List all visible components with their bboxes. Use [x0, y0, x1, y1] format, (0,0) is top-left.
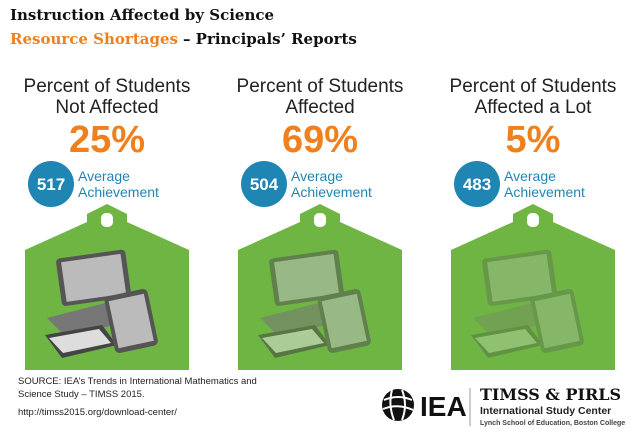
house-window — [314, 213, 326, 227]
score: 517 — [37, 175, 65, 194]
book-pages — [262, 329, 324, 353]
panel-label: Percent of Students — [450, 76, 617, 97]
house-window — [527, 213, 539, 227]
percent: 5% — [506, 119, 561, 161]
panel-label: Not Affected — [55, 97, 158, 118]
title: Instruction Affected by Science — [10, 6, 274, 24]
score: 483 — [463, 175, 491, 194]
house-window — [101, 213, 113, 227]
score-label: Achievement — [504, 184, 585, 200]
source: Science Study – TIMSS 2015. — [18, 389, 145, 400]
score: 504 — [250, 175, 279, 194]
score-label: Average — [504, 168, 556, 184]
laptop-screen — [482, 249, 558, 306]
score-badge — [454, 161, 500, 207]
score-label: Average — [291, 168, 343, 184]
score-label: Achievement — [78, 184, 159, 200]
panel-label: Percent of Students — [237, 76, 404, 97]
laptop-screen-inner — [61, 253, 127, 302]
book-pages — [475, 329, 537, 353]
school-house — [451, 204, 615, 370]
tablet — [530, 288, 584, 353]
laptop-keyboard — [473, 300, 563, 338]
score-label: Achievement — [291, 184, 372, 200]
panel-label: Affected a Lot — [475, 97, 593, 118]
title-rest: – Principals’ Reports — [183, 30, 357, 48]
book-pages — [49, 329, 111, 353]
iea-text: IEA — [420, 391, 467, 422]
score-badge — [241, 161, 287, 207]
score-badge — [28, 161, 74, 207]
center: International Study Center — [480, 405, 611, 417]
percent: 25% — [69, 119, 145, 161]
laptop-screen-inner — [487, 253, 553, 302]
school: Lynch School of Education, Boston Colleg… — [480, 420, 625, 427]
devices — [45, 249, 158, 358]
devices — [258, 249, 371, 358]
tablet-screen — [108, 293, 154, 349]
panel-label: Percent of Students — [24, 76, 191, 97]
score-label: Average — [78, 168, 130, 184]
title-line2: Resource Shortages – Principals’ Reports — [10, 30, 357, 48]
timss: TIMSS & PIRLS — [480, 385, 621, 404]
source-url: http://timss2015.org/download-center/ — [18, 407, 177, 418]
laptop-screen-inner — [274, 253, 340, 302]
source: SOURCE: IEA’s Trends in International Ma… — [18, 376, 257, 387]
devices — [471, 249, 584, 358]
tablet-screen — [534, 293, 580, 349]
panel-label: Affected — [285, 97, 354, 118]
percent: 69% — [282, 119, 358, 161]
title-highlight: Resource Shortages — [10, 30, 178, 48]
book — [471, 325, 543, 358]
iea-logo: IEA — [382, 389, 467, 422]
tablet-screen — [321, 293, 367, 349]
